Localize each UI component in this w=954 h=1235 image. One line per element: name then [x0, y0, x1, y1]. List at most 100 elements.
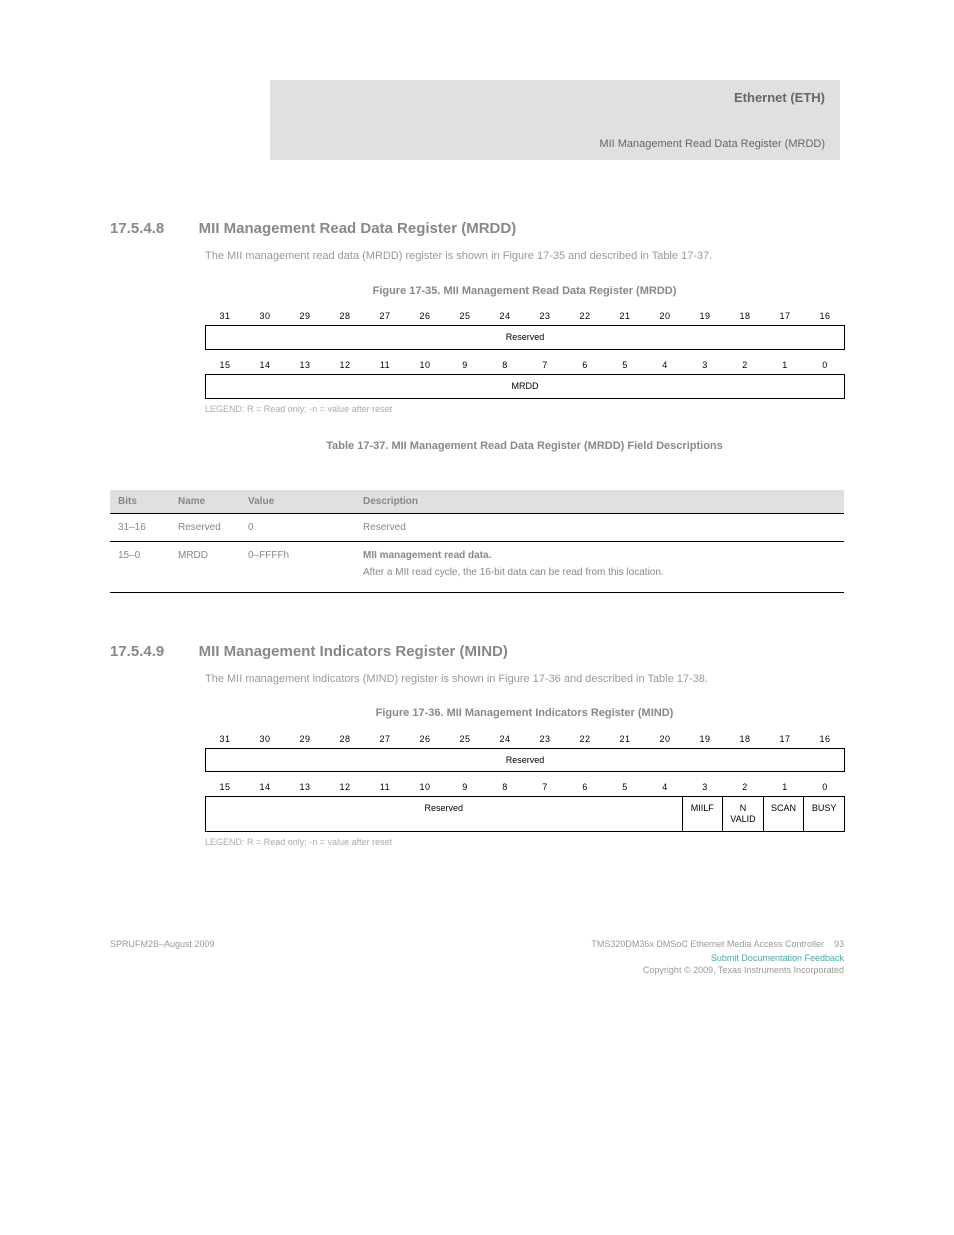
bit-number: 0 — [805, 356, 845, 374]
bit-number: 24 — [485, 730, 525, 748]
bit-number: 12 — [325, 778, 365, 796]
bit-number: 7 — [525, 778, 565, 796]
chapter-label: Ethernet (ETH) — [734, 90, 825, 105]
bit-number: 8 — [485, 356, 525, 374]
section-2-heading: 17.5.4.9 MII Management Indicators Regis… — [110, 643, 844, 661]
footer-left: SPRUFM2B–August 2009 — [110, 939, 215, 975]
bit-number: 10 — [405, 356, 445, 374]
bit-numbers-lo-1: 1514131211109876543210 — [205, 356, 845, 374]
bit-number: 9 — [445, 356, 485, 374]
bit-number: 0 — [805, 778, 845, 796]
bit-numbers-hi-1: 31302928272625242322212019181716 — [205, 307, 845, 325]
bit-numbers-hi-2: 31302928272625242322212019181716 — [205, 730, 845, 748]
bit-number: 14 — [245, 356, 285, 374]
bit-number: 11 — [365, 778, 405, 796]
figure-35-caption: Figure 17-35. MII Management Read Data R… — [205, 283, 844, 300]
bit-number: 27 — [365, 307, 405, 325]
field-miilf: MIILF — [683, 796, 724, 832]
section-1-intro: The MII management read data (MRDD) regi… — [205, 248, 844, 265]
footer-page-number: 93 — [834, 939, 844, 949]
bit-number: 6 — [565, 778, 605, 796]
bit-number: 26 — [405, 307, 445, 325]
field-mrdd: MRDD — [205, 374, 845, 399]
section-1-number: 17.5.4.8 — [110, 220, 164, 237]
bit-number: 5 — [605, 356, 645, 374]
field-row-hi-1: Reserved — [205, 325, 845, 350]
field-scan: SCAN — [764, 796, 805, 832]
bit-number: 2 — [725, 778, 765, 796]
bit-number: 16 — [805, 730, 845, 748]
bit-number: 21 — [605, 307, 645, 325]
bit-number: 13 — [285, 778, 325, 796]
section-1-title: MII Management Read Data Register (MRDD) — [199, 220, 517, 237]
bit-number: 20 — [645, 730, 685, 748]
bit-number: 29 — [285, 730, 325, 748]
chapter-header-band: Ethernet (ETH) MII Management Read Data … — [270, 80, 840, 160]
bit-number: 16 — [805, 307, 845, 325]
bit-number: 4 — [645, 778, 685, 796]
bit-numbers-lo-2: 1514131211109876543210 — [205, 778, 845, 796]
bit-number: 23 — [525, 307, 565, 325]
bit-number: 13 — [285, 356, 325, 374]
page-footer: SPRUFM2B–August 2009 TMS320DM36x DMSoC E… — [110, 939, 844, 975]
page-root: { "colors": { "page_bg": "#ffffff", "ban… — [0, 80, 954, 1015]
field-row-lo-1: MRDD — [205, 374, 845, 399]
field-reserved-hi: Reserved — [205, 325, 845, 350]
table-37-caption: Table 17-37. MII Management Read Data Re… — [205, 438, 844, 455]
bit-number: 22 — [565, 730, 605, 748]
table-37-header: Bits Name Value Description — [110, 490, 844, 513]
figure-36-caption: Figure 17-36. MII Management Indicators … — [205, 705, 844, 722]
bit-number: 25 — [445, 307, 485, 325]
section-2-intro: The MII management indicators (MIND) reg… — [205, 671, 844, 688]
footer-copyright: Copyright © 2009, Texas Instruments Inco… — [591, 965, 844, 975]
section-2-number: 17.5.4.9 — [110, 643, 164, 660]
col-bits: Bits — [110, 490, 170, 513]
section-1-heading: 17.5.4.8 MII Management Read Data Regist… — [110, 220, 844, 238]
field-n-valid: NVALID — [723, 796, 764, 832]
bit-number: 31 — [205, 307, 245, 325]
col-name: Name — [170, 490, 240, 513]
bit-number: 27 — [365, 730, 405, 748]
bit-number: 17 — [765, 307, 805, 325]
table-37-row-0: 31–16 Reserved 0 Reserved — [110, 513, 844, 542]
bit-number: 12 — [325, 356, 365, 374]
bit-number: 14 — [245, 778, 285, 796]
field-row-lo-2: ReservedMIILFNVALIDSCANBUSY — [205, 796, 845, 832]
field-row-hi-2: Reserved — [205, 748, 845, 773]
section-2-title: MII Management Indicators Register (MIND… — [199, 643, 508, 660]
bit-number: 3 — [685, 356, 725, 374]
bit-number: 30 — [245, 307, 285, 325]
chapter-subtitle: MII Management Read Data Register (MRDD) — [599, 138, 825, 150]
col-value: Value — [240, 490, 355, 513]
bit-number: 20 — [645, 307, 685, 325]
col-desc: Description — [355, 490, 844, 513]
bit-number: 30 — [245, 730, 285, 748]
bit-number: 9 — [445, 778, 485, 796]
table-37-row-1: 15–0 MRDD 0–FFFFh MII management read da… — [110, 542, 844, 593]
bit-number: 24 — [485, 307, 525, 325]
bit-number: 4 — [645, 356, 685, 374]
bit-number: 15 — [205, 778, 245, 796]
bit-number: 6 — [565, 356, 605, 374]
bit-number: 19 — [685, 307, 725, 325]
bit-number: 18 — [725, 307, 765, 325]
bit-number: 10 — [405, 778, 445, 796]
bit-number: 29 — [285, 307, 325, 325]
bit-number: 1 — [765, 778, 805, 796]
bit-number: 3 — [685, 778, 725, 796]
field-reserved-hi-2: Reserved — [205, 748, 845, 773]
bit-number: 17 — [765, 730, 805, 748]
bit-number: 7 — [525, 356, 565, 374]
bit-number: 8 — [485, 778, 525, 796]
bit-number: 15 — [205, 356, 245, 374]
bit-number: 2 — [725, 356, 765, 374]
bit-number: 23 — [525, 730, 565, 748]
bit-number: 31 — [205, 730, 245, 748]
bit-number: 26 — [405, 730, 445, 748]
bit-number: 19 — [685, 730, 725, 748]
bit-number: 5 — [605, 778, 645, 796]
bit-number: 28 — [325, 307, 365, 325]
footer-feedback-link[interactable]: Submit Documentation Feedback — [591, 953, 844, 963]
bit-number: 21 — [605, 730, 645, 748]
field-busy: BUSY — [804, 796, 845, 832]
